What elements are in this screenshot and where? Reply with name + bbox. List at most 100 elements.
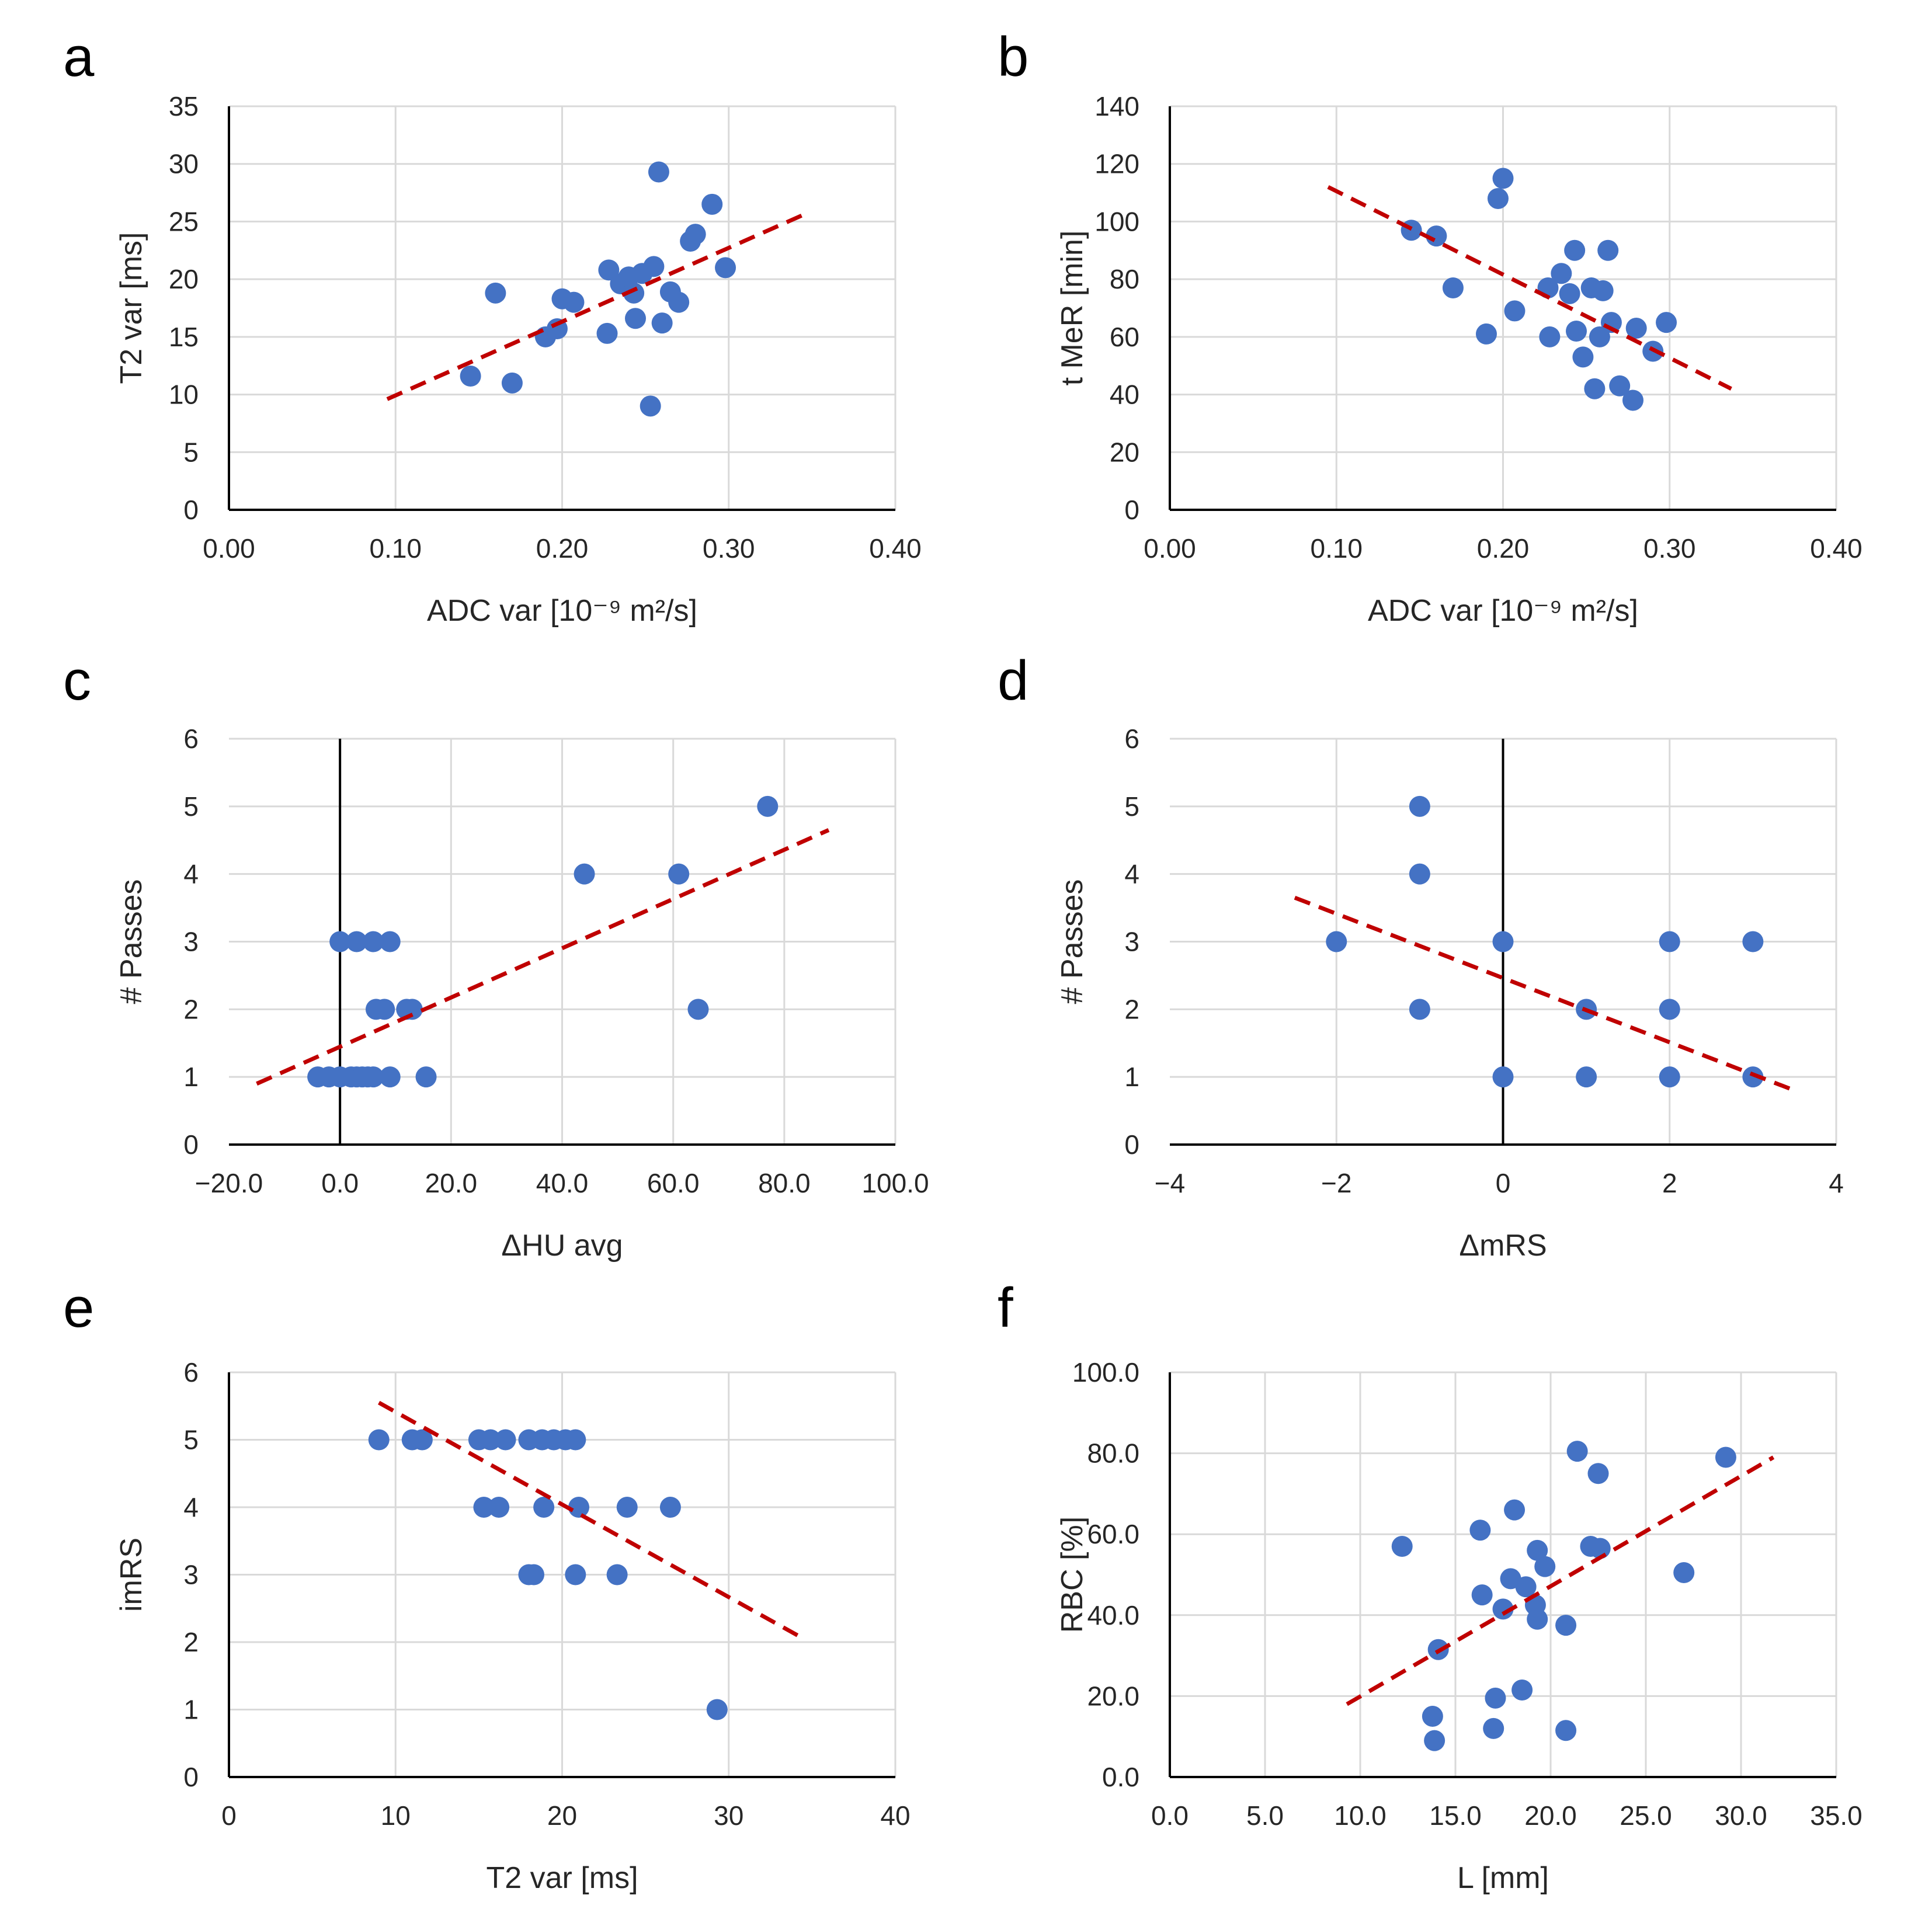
panel-letter-e: e	[63, 1277, 94, 1339]
data-point	[523, 1564, 545, 1585]
data-point	[460, 365, 481, 387]
data-point	[625, 308, 647, 329]
y-tick-label: 6	[183, 724, 199, 754]
x-tick-label: 25.0	[1620, 1800, 1672, 1831]
x-tick-label: 10	[381, 1800, 411, 1831]
x-tick-label: 80.0	[758, 1168, 811, 1198]
y-tick-label: 100	[1094, 206, 1139, 237]
data-point	[1469, 1519, 1491, 1541]
y-tick-label: 3	[1124, 927, 1139, 957]
data-point	[1504, 1499, 1526, 1521]
data-point	[565, 1429, 586, 1451]
data-point	[1584, 378, 1606, 399]
x-tick-label: 20.0	[425, 1168, 478, 1198]
y-tick-label: 80	[1110, 264, 1139, 294]
y-tick-label: 3	[183, 927, 199, 957]
data-point	[1589, 1538, 1611, 1559]
x-tick-label: 0.40	[1810, 533, 1862, 564]
data-point	[1424, 1730, 1445, 1751]
x-tick-label: 0	[1496, 1168, 1511, 1198]
x-tick-label: −4	[1155, 1168, 1185, 1198]
y-tick-label: 20	[169, 264, 199, 294]
x-tick-label: 0.00	[203, 533, 255, 564]
y-tick-label: 1	[183, 1062, 199, 1092]
y-tick-label: 10	[169, 380, 199, 410]
data-point	[1475, 323, 1497, 345]
x-axis-title: L [mm]	[1457, 1861, 1549, 1895]
y-tick-label: 0	[1124, 1129, 1139, 1160]
data-point	[565, 1564, 586, 1585]
y-tick-label: 4	[1124, 859, 1139, 889]
y-axis-title: # Passes	[114, 879, 148, 1004]
y-tick-label: 30	[169, 149, 199, 179]
data-point	[363, 1066, 384, 1088]
x-tick-label: −20.0	[195, 1168, 263, 1198]
data-point	[687, 999, 709, 1020]
data-point	[1485, 1687, 1506, 1709]
y-tick-label: 0	[1124, 495, 1139, 525]
data-point	[1587, 1463, 1609, 1484]
y-tick-label: 20	[1110, 437, 1139, 467]
data-point	[623, 282, 645, 304]
data-point	[401, 999, 423, 1020]
x-tick-label: 40	[880, 1800, 910, 1831]
x-tick-label: 20.0	[1524, 1800, 1577, 1831]
data-point	[1625, 318, 1647, 339]
panel-letter-a: a	[63, 26, 95, 88]
x-tick-label: 30	[714, 1800, 743, 1831]
data-point	[1566, 320, 1587, 342]
y-tick-label: 3	[183, 1560, 199, 1590]
x-tick-label: 0.10	[1310, 533, 1363, 564]
data-point	[363, 931, 384, 952]
panel-letter-f: f	[998, 1277, 1013, 1339]
data-point	[346, 931, 367, 952]
y-tick-label: 60.0	[1087, 1519, 1139, 1549]
trendline	[1294, 895, 1795, 1093]
data-point	[479, 1429, 501, 1451]
y-axis-title: RBC [%]	[1055, 1517, 1089, 1633]
data-point	[1534, 1556, 1556, 1577]
y-axis-title: imRS	[114, 1538, 148, 1612]
panel-letter-c: c	[63, 649, 91, 712]
data-point	[1527, 1539, 1548, 1561]
x-tick-label: 15.0	[1429, 1800, 1482, 1831]
trendline	[1346, 1455, 1775, 1706]
chart-e: 0 10 20 30 40 0 1 2 3 4 5 6 T2 var [ms] imRS	[114, 1357, 911, 1895]
data-point	[1471, 1584, 1493, 1606]
x-axis-title: ΔHU avg	[501, 1229, 623, 1263]
y-tick-label: 1	[183, 1695, 199, 1725]
data-point	[533, 1497, 555, 1518]
x-tick-label: 0.20	[536, 533, 589, 564]
y-tick-label: 100.0	[1072, 1357, 1139, 1388]
data-point	[1564, 239, 1586, 261]
data-point	[1492, 931, 1514, 952]
data-point	[1656, 312, 1677, 333]
data-point	[1566, 1441, 1588, 1462]
data-point	[1391, 1535, 1413, 1557]
y-tick-label: 60	[1110, 322, 1139, 352]
x-tick-label: 30.0	[1715, 1800, 1767, 1831]
y-tick-label: 35	[169, 91, 199, 121]
y-tick-label: 2	[1124, 994, 1139, 1024]
y-axis-title: t MeR [min]	[1055, 231, 1089, 386]
x-axis-title: ADC var [10⁻⁹ m²/s]	[427, 594, 697, 628]
data-point	[379, 1066, 401, 1088]
y-tick-label: 0	[183, 495, 199, 525]
data-point	[648, 161, 669, 183]
chart-c: −20.0 0.0 20.0 40.0 60.0 80.0 100.0 0 1 2 3 4 5 6 ΔHU …	[114, 724, 929, 1263]
y-tick-label: 40.0	[1087, 1600, 1139, 1630]
data-point	[1597, 239, 1619, 261]
y-tick-label: 1	[1124, 1062, 1139, 1092]
data-point	[640, 395, 661, 417]
data-point	[1442, 277, 1464, 298]
data-point	[598, 259, 620, 281]
data-point	[606, 1564, 628, 1585]
y-tick-label: 6	[183, 1357, 199, 1388]
data-point	[1609, 375, 1631, 397]
chart-b: 0.00 0.10 0.20 0.30 0.40 0 20 40 60 80 100 120 140 AD…	[1055, 91, 1862, 628]
trendline	[1327, 185, 1732, 391]
data-point	[563, 291, 585, 313]
x-tick-label: 0.30	[703, 533, 755, 564]
data-point	[1576, 1066, 1597, 1088]
chart-d: −4 −2 0 2 4 0 1 2 3 4 5 6 ΔmRS # Passes	[1055, 724, 1844, 1263]
